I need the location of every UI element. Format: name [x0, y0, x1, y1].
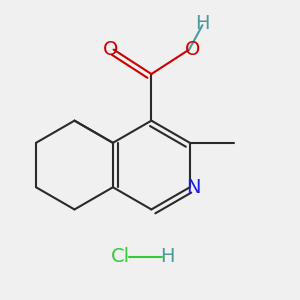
Text: H: H [160, 248, 175, 266]
Text: O: O [184, 40, 200, 59]
Text: N: N [186, 178, 201, 197]
Text: H: H [195, 14, 210, 33]
Text: Cl: Cl [111, 248, 130, 266]
Text: O: O [103, 40, 118, 59]
